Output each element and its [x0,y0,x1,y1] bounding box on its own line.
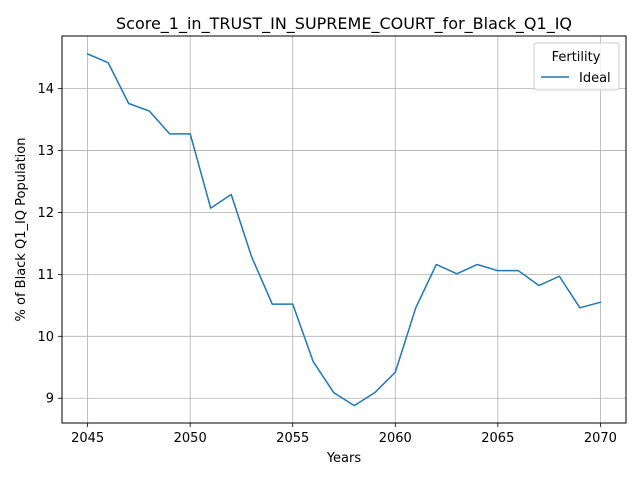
y-tick-label: 14 [37,82,54,97]
x-axis-label: Years [326,451,362,466]
chart-title: Score_1_in_TRUST_IN_SUPREME_COURT_for_Bl… [116,14,572,34]
x-tick-label: 2055 [276,431,309,446]
x-tick-label: 2070 [584,431,617,446]
x-tick-label: 2065 [481,431,514,446]
x-tick-label: 2045 [71,431,104,446]
legend: Fertility Ideal [534,43,619,90]
legend-title: Fertility [552,50,601,65]
y-tick-label: 9 [46,392,54,407]
y-tick-label: 13 [37,144,54,159]
y-tick-label: 10 [37,330,54,345]
legend-label-ideal: Ideal [579,71,611,86]
y-axis-label: % of Black Q1_IQ Population [14,138,29,322]
y-tick-label: 12 [37,206,54,221]
x-tick-label: 2050 [174,431,207,446]
x-tick-label: 2060 [379,431,412,446]
y-tick-label: 11 [37,268,54,283]
